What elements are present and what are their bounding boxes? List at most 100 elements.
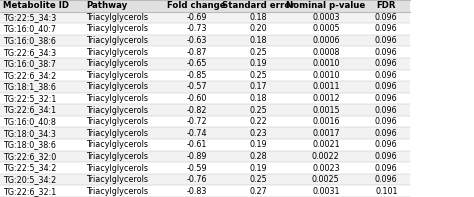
Text: Triacylglycerols: Triacylglycerols	[86, 117, 148, 126]
Text: -0.87: -0.87	[186, 48, 207, 57]
Text: 0.0003: 0.0003	[312, 13, 340, 22]
Text: TG:22:6_32:0: TG:22:6_32:0	[3, 152, 56, 161]
Text: TG:22:6_34:3: TG:22:6_34:3	[3, 48, 56, 57]
Text: 0.28: 0.28	[249, 152, 267, 161]
Bar	[0, 81, 410, 93]
Bar	[0, 174, 410, 185]
Text: Triacylglycerols: Triacylglycerols	[86, 71, 148, 80]
Text: -0.61: -0.61	[187, 140, 207, 149]
Text: 0.0031: 0.0031	[312, 187, 340, 196]
Bar	[0, 162, 410, 174]
Text: 0.096: 0.096	[375, 106, 398, 115]
Text: Metabolite ID: Metabolite ID	[3, 1, 69, 10]
Text: 0.096: 0.096	[375, 94, 398, 103]
Text: Triacylglycerols: Triacylglycerols	[86, 59, 148, 68]
Text: 0.096: 0.096	[375, 129, 398, 138]
Text: Triacylglycerols: Triacylglycerols	[86, 82, 148, 91]
Text: 0.17: 0.17	[249, 82, 267, 91]
Text: 0.0025: 0.0025	[312, 175, 340, 184]
Text: -0.60: -0.60	[187, 94, 207, 103]
Text: TG:18:0_38:6: TG:18:0_38:6	[3, 140, 56, 149]
Bar	[0, 35, 410, 46]
Text: 0.096: 0.096	[375, 59, 398, 68]
Text: -0.72: -0.72	[186, 117, 207, 126]
Bar	[0, 46, 410, 58]
Text: 0.0006: 0.0006	[312, 36, 340, 45]
Text: 0.0016: 0.0016	[312, 117, 340, 126]
Text: 0.25: 0.25	[249, 175, 267, 184]
Text: 0.25: 0.25	[249, 71, 267, 80]
Text: TG:18:0_34:3: TG:18:0_34:3	[3, 129, 56, 138]
Text: Fold change: Fold change	[167, 1, 226, 10]
Text: 0.096: 0.096	[375, 24, 398, 33]
Text: 0.096: 0.096	[375, 36, 398, 45]
Bar	[0, 151, 410, 162]
Bar	[0, 93, 410, 104]
Text: 0.0023: 0.0023	[312, 164, 340, 173]
Text: 0.0015: 0.0015	[312, 106, 340, 115]
Text: TG:22:6_34:2: TG:22:6_34:2	[3, 71, 56, 80]
Text: Triacylglycerols: Triacylglycerols	[86, 152, 148, 161]
Text: 0.0010: 0.0010	[312, 71, 340, 80]
Text: Triacylglycerols: Triacylglycerols	[86, 106, 148, 115]
Text: -0.82: -0.82	[186, 106, 207, 115]
Text: TG:16:0_38:7: TG:16:0_38:7	[3, 59, 56, 68]
Text: 0.096: 0.096	[375, 71, 398, 80]
Bar	[0, 127, 410, 139]
Text: Triacylglycerols: Triacylglycerols	[86, 24, 148, 33]
Text: 0.0011: 0.0011	[312, 82, 340, 91]
Text: 0.18: 0.18	[250, 94, 267, 103]
Text: -0.69: -0.69	[186, 13, 207, 22]
Text: FDR: FDR	[376, 1, 396, 10]
Text: TG:22:5_34:3: TG:22:5_34:3	[3, 13, 56, 22]
Text: 0.25: 0.25	[249, 106, 267, 115]
Text: 0.23: 0.23	[249, 129, 267, 138]
Text: 0.27: 0.27	[249, 187, 267, 196]
Text: Triacylglycerols: Triacylglycerols	[86, 36, 148, 45]
Text: Nominal p-value: Nominal p-value	[286, 1, 365, 10]
Text: 0.096: 0.096	[375, 164, 398, 173]
Text: Triacylglycerols: Triacylglycerols	[86, 175, 148, 184]
Text: TG:22:5_32:1: TG:22:5_32:1	[3, 94, 56, 103]
Bar	[0, 139, 410, 151]
Text: 0.25: 0.25	[249, 48, 267, 57]
Text: -0.83: -0.83	[187, 187, 207, 196]
Text: 0.20: 0.20	[249, 24, 267, 33]
Text: 0.096: 0.096	[375, 117, 398, 126]
Text: 0.19: 0.19	[249, 140, 267, 149]
Text: TG:18:1_38:6: TG:18:1_38:6	[3, 82, 56, 91]
Text: 0.0008: 0.0008	[312, 48, 340, 57]
Bar	[0, 116, 410, 127]
Text: 0.19: 0.19	[249, 59, 267, 68]
Text: -0.63: -0.63	[187, 36, 207, 45]
Bar	[0, 70, 410, 81]
Text: -0.76: -0.76	[186, 175, 207, 184]
Text: TG:20:5_34:2: TG:20:5_34:2	[3, 175, 56, 184]
Text: Triacylglycerols: Triacylglycerols	[86, 164, 148, 173]
Text: Triacylglycerols: Triacylglycerols	[86, 187, 148, 196]
Bar	[0, 12, 410, 23]
Text: 0.18: 0.18	[250, 36, 267, 45]
Text: Pathway: Pathway	[86, 1, 127, 10]
Text: 0.096: 0.096	[375, 13, 398, 22]
Text: -0.89: -0.89	[186, 152, 207, 161]
Bar	[0, 104, 410, 116]
Text: TG:16:0_38:6: TG:16:0_38:6	[3, 36, 56, 45]
Text: TG:22:5_34:2: TG:22:5_34:2	[3, 164, 56, 173]
Text: 0.096: 0.096	[375, 175, 398, 184]
Bar	[0, 23, 410, 35]
Text: -0.57: -0.57	[186, 82, 207, 91]
Text: Triacylglycerols: Triacylglycerols	[86, 48, 148, 57]
Text: 0.096: 0.096	[375, 48, 398, 57]
Text: 0.0022: 0.0022	[312, 152, 340, 161]
Text: 0.096: 0.096	[375, 82, 398, 91]
Text: Standard error: Standard error	[222, 1, 295, 10]
Bar	[0, 0, 410, 12]
Text: 0.096: 0.096	[375, 152, 398, 161]
Text: 0.096: 0.096	[375, 140, 398, 149]
Text: 0.0005: 0.0005	[312, 24, 340, 33]
Bar	[0, 185, 410, 197]
Text: -0.85: -0.85	[186, 71, 207, 80]
Text: 0.19: 0.19	[249, 164, 267, 173]
Text: 0.101: 0.101	[375, 187, 398, 196]
